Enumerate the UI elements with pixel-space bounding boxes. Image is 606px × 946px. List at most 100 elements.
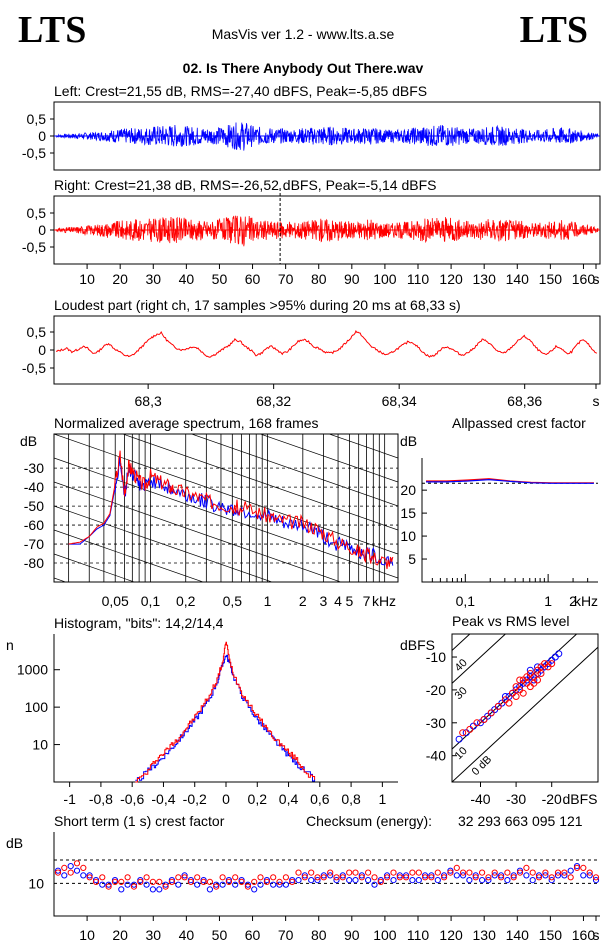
shortcrest-point bbox=[447, 869, 454, 876]
shortcrest-point bbox=[118, 886, 125, 893]
shortcrest-point bbox=[213, 881, 220, 888]
shortcrest-point bbox=[333, 874, 340, 881]
shortcrest-point bbox=[130, 883, 138, 890]
shortcrest-point bbox=[485, 874, 492, 881]
shortcrest-point bbox=[453, 864, 460, 872]
file-title: 02. Is There Anybody Out There.wav bbox=[182, 60, 424, 76]
loudest-ytick-label: 0 bbox=[38, 342, 46, 358]
peakrms-line-label: 40 bbox=[453, 657, 470, 674]
shortcrest-point bbox=[529, 869, 536, 876]
shortcrest-point bbox=[206, 886, 213, 893]
shortcrest-point bbox=[554, 869, 562, 876]
shortcrest-point bbox=[580, 872, 587, 879]
spectrum-slope-line bbox=[54, 674, 398, 794]
spectrum-ytick-label: -30 bbox=[24, 460, 44, 476]
peakrms-ytick-label: -20 bbox=[426, 682, 446, 698]
spectrum-slope-line bbox=[190, 434, 398, 507]
peakrms-ytick-label: -30 bbox=[426, 715, 446, 731]
shortcrest-point bbox=[219, 874, 226, 881]
right-wave-ytick-label: 0,5 bbox=[27, 205, 47, 221]
shortcrest-point bbox=[460, 872, 467, 879]
shortcrest-point bbox=[175, 874, 182, 881]
shortcrest-point bbox=[510, 874, 517, 881]
shortcrest-point bbox=[244, 881, 251, 888]
shortcrest-point bbox=[149, 878, 156, 886]
shortcrest-point bbox=[238, 878, 245, 886]
shortcrest-point bbox=[548, 877, 555, 884]
shortcrest-point bbox=[333, 877, 340, 884]
shortcrest-point bbox=[573, 863, 581, 870]
shortcrest-xtick-label: 90 bbox=[344, 927, 360, 943]
shortcrest-point bbox=[352, 869, 359, 876]
spectrum-ylabel: dB bbox=[20, 433, 37, 449]
histogram-xtick-label: 1 bbox=[378, 791, 386, 807]
shortcrest-point bbox=[491, 869, 498, 876]
shortcrest-point bbox=[504, 877, 511, 884]
spectrum-trace bbox=[68, 456, 394, 566]
right-wave-xtick-label: 80 bbox=[311, 271, 327, 287]
left-wave-ytick-label: 0 bbox=[38, 128, 46, 144]
shortcrest-point bbox=[586, 869, 593, 876]
loudest-trace bbox=[56, 329, 598, 358]
peakrms-point bbox=[530, 676, 538, 684]
peakrms-title: Peak vs RMS level bbox=[452, 613, 569, 629]
shortcrest-title: Short term (1 s) crest factor bbox=[54, 813, 225, 829]
crest-trace bbox=[426, 478, 594, 484]
shortcrest-point bbox=[352, 877, 359, 884]
peakrms-point bbox=[523, 673, 531, 681]
shortcrest-point bbox=[434, 869, 441, 876]
shortcrest-point bbox=[339, 874, 346, 881]
shortcrest-xtick-label: 110 bbox=[407, 927, 430, 943]
checksum-value: 32 293 663 095 121 bbox=[458, 813, 583, 829]
shortcrest-point bbox=[573, 864, 581, 872]
spectrum-slope-line bbox=[54, 650, 398, 770]
shortcrest-xtick-label: 10 bbox=[79, 927, 95, 943]
histogram-title: Histogram, "bits": 14,2/14,4 bbox=[54, 615, 224, 631]
peakrms-point bbox=[487, 709, 495, 717]
shortcrest-point bbox=[67, 869, 74, 876]
shortcrest-point bbox=[289, 878, 296, 886]
peakrms-ytick-label: -10 bbox=[426, 649, 446, 665]
peakrms-point bbox=[526, 666, 534, 674]
shortcrest-point bbox=[498, 872, 505, 879]
shortcrest-xtick-label: 70 bbox=[278, 927, 294, 943]
shortcrest-point bbox=[289, 877, 296, 884]
app-title: MasVis ver 1.2 - www.lts.a.se bbox=[211, 26, 395, 42]
crest-xtick-label: 1 bbox=[544, 593, 552, 609]
peakrms-xtick-label: -40 bbox=[470, 791, 490, 807]
shortcrest-point bbox=[168, 878, 175, 886]
shortcrest-point bbox=[181, 874, 188, 881]
shortcrest-point bbox=[409, 869, 416, 876]
shortcrest-point bbox=[80, 872, 87, 879]
shortcrest-point bbox=[428, 874, 435, 881]
shortcrest-point bbox=[232, 881, 239, 888]
shortcrest-point bbox=[257, 881, 264, 888]
shortcrest-point bbox=[447, 867, 454, 874]
shortcrest-point bbox=[194, 874, 201, 881]
peakrms-point bbox=[526, 683, 534, 691]
peakrms-line-label: 30 bbox=[453, 685, 470, 702]
shortcrest-point bbox=[200, 877, 207, 884]
shortcrest-point bbox=[73, 860, 81, 867]
shortcrest-point bbox=[491, 872, 498, 879]
shortcrest-point bbox=[301, 872, 308, 879]
shortcrest-point bbox=[592, 874, 600, 881]
histogram-ytick-label: 100 bbox=[25, 699, 49, 715]
shortcrest-point bbox=[535, 872, 543, 879]
shortcrest-point bbox=[428, 872, 435, 879]
shortcrest-point bbox=[238, 877, 245, 884]
crest-ytick-label: 20 bbox=[400, 482, 416, 498]
shortcrest-point bbox=[365, 877, 372, 884]
histogram-ylabel: n bbox=[6, 637, 14, 653]
shortcrest-point bbox=[225, 877, 232, 884]
peakrms-ylabel: dBFS bbox=[400, 637, 435, 653]
shortcrest-point bbox=[320, 874, 327, 881]
peakrms-point bbox=[519, 689, 527, 697]
shortcrest-point bbox=[586, 872, 593, 879]
shortcrest-point bbox=[124, 874, 131, 881]
shortcrest-point bbox=[396, 874, 403, 881]
shortcrest-point bbox=[390, 869, 397, 876]
spectrum-slope-line bbox=[54, 794, 398, 914]
histogram-xtick-label: -0,8 bbox=[89, 791, 113, 807]
shortcrest-point bbox=[187, 877, 194, 884]
